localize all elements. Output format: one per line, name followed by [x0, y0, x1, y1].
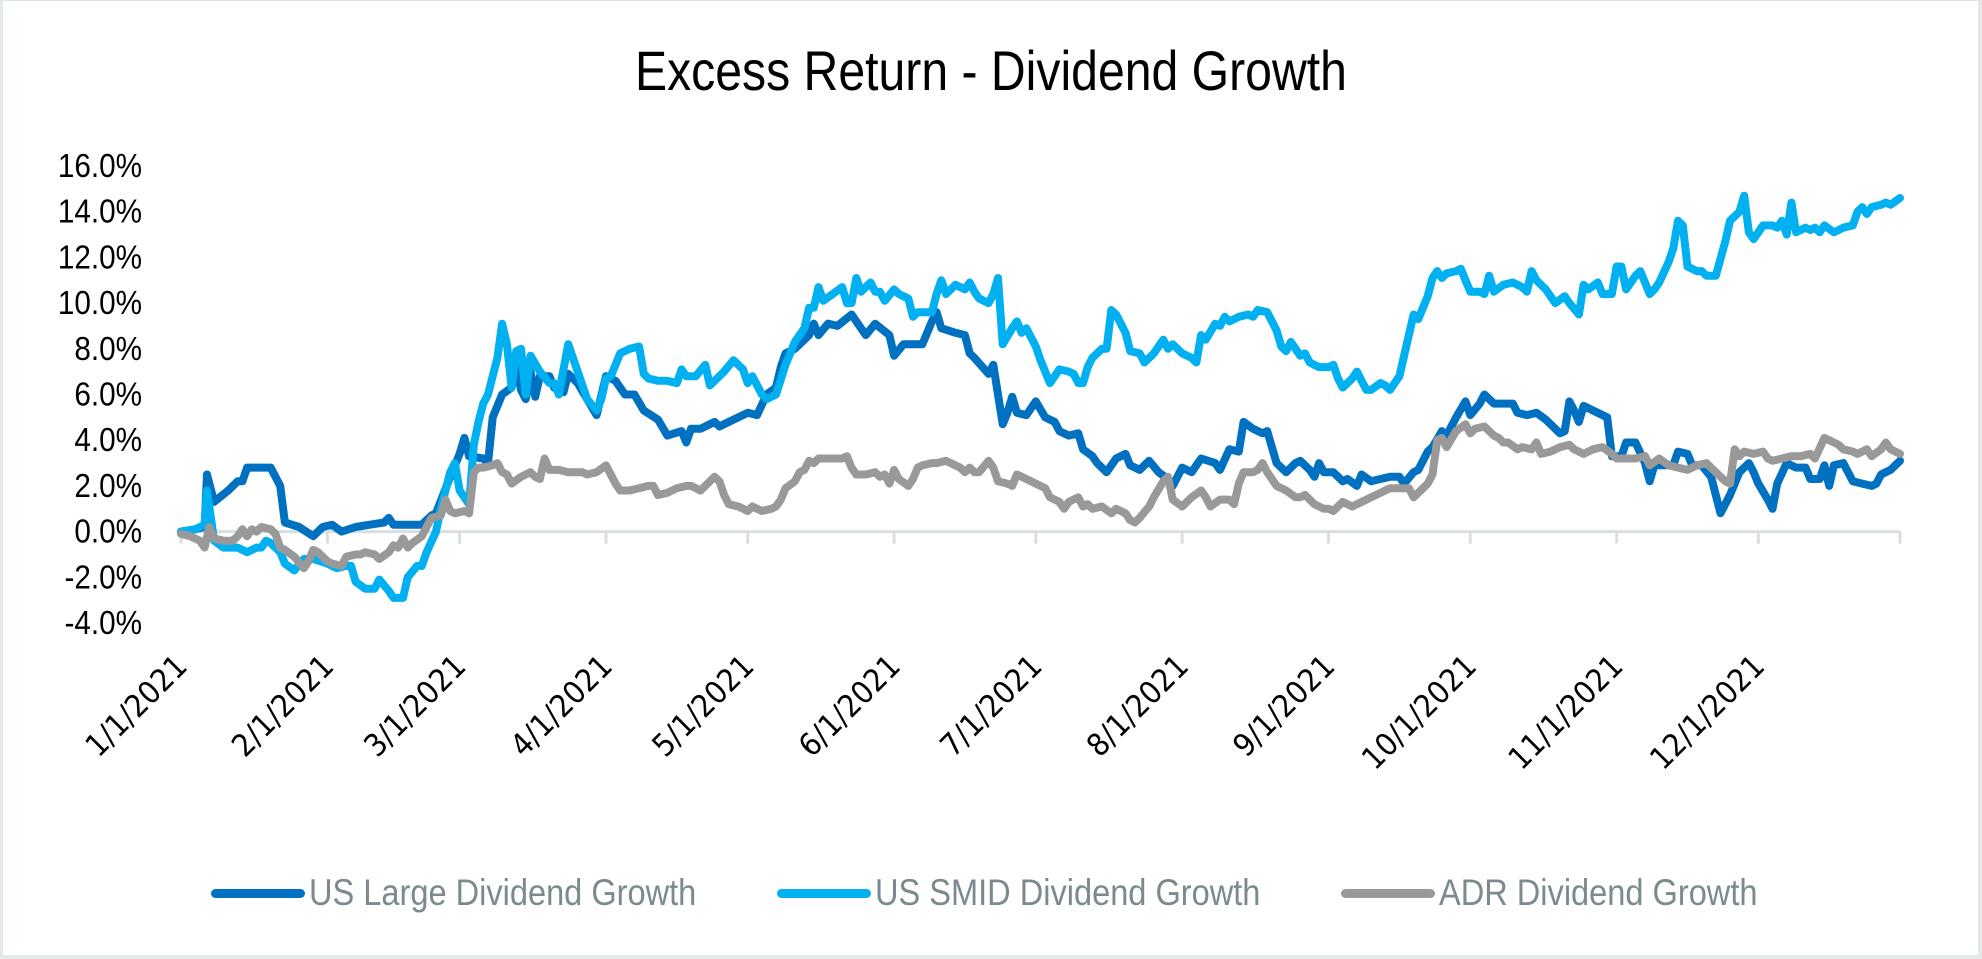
legend-swatch-icon	[777, 888, 872, 898]
series-line-adr-dividend-growth	[177, 420, 1904, 573]
legend: US Large Dividend Growth US SMID Dividend…	[0, 868, 1982, 918]
x-tick-label: 3/1/2021	[357, 648, 473, 764]
legend-item: US Large Dividend Growth	[211, 872, 719, 914]
x-tick-label: 5/1/2021	[645, 648, 761, 764]
frame-border-bottom	[0, 955, 1982, 959]
y-tick-label: 12.0%	[58, 239, 142, 276]
y-tick-label: 14.0%	[58, 193, 142, 230]
x-tick-label: 1/1/2021	[79, 648, 195, 764]
legend-swatch-icon	[1341, 888, 1436, 898]
y-tick-label: 2.0%	[74, 467, 142, 504]
chart-title: Excess Return - Dividend Growth	[0, 38, 1982, 103]
y-tick-label: 0.0%	[74, 513, 142, 550]
x-tick-label: 6/1/2021	[792, 648, 908, 764]
legend-label: ADR Dividend Growth	[1439, 872, 1758, 913]
legend-item: US SMID Dividend Growth	[777, 872, 1283, 914]
y-tick-label: -2.0%	[64, 559, 142, 596]
y-tick-label: 6.0%	[74, 376, 142, 413]
frame-border-right	[1978, 0, 1982, 959]
legend-label: US SMID Dividend Growth	[875, 872, 1261, 913]
x-tick-label: 8/1/2021	[1080, 648, 1196, 764]
chart-title-text: Excess Return - Dividend Growth	[635, 39, 1347, 102]
x-tick-label: 10/1/2021	[1355, 648, 1484, 777]
legend-swatch-icon	[211, 888, 305, 898]
y-tick-label: 16.0%	[58, 148, 142, 185]
x-tick-label: 7/1/2021	[933, 648, 1049, 764]
y-axis: 16.0% 14.0% 12.0% 10.0% 8.0% 6.0% 4.0% 2.0% 0.0%…	[58, 148, 142, 642]
legend-item: ADR Dividend Growth	[1341, 872, 1771, 914]
y-tick-label: 8.0%	[74, 330, 142, 367]
y-tick-label: 10.0%	[58, 285, 142, 322]
x-tick-label: 12/1/2021	[1643, 648, 1772, 777]
y-tick-label: 4.0%	[74, 422, 142, 459]
series-line-us-smid-dividend-growth	[177, 191, 1904, 602]
y-tick-label: -4.0%	[64, 605, 142, 642]
x-tick-label: 11/1/2021	[1501, 648, 1630, 777]
legend-label: US Large Dividend Growth	[309, 872, 697, 913]
x-tick-label: 4/1/2021	[504, 648, 620, 764]
frame-border-left	[0, 0, 3, 959]
x-tick-label: 9/1/2021	[1226, 648, 1342, 764]
series-layer	[177, 191, 1904, 602]
x-tick-label: 2/1/2021	[225, 648, 341, 764]
